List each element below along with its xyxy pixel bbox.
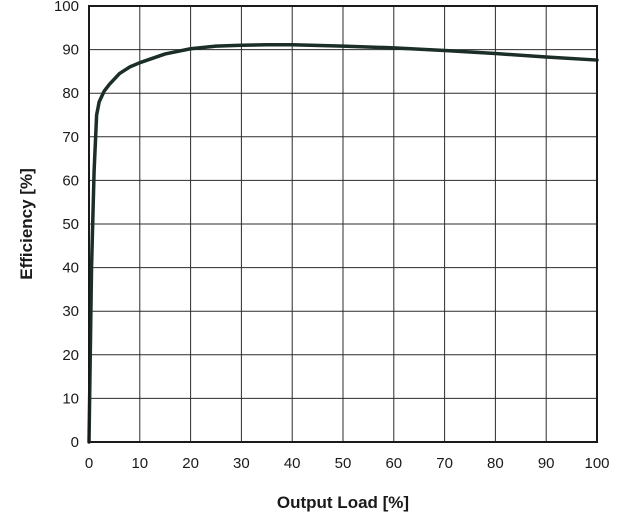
x-tick-label: 30 xyxy=(233,455,250,472)
y-tick-label: 30 xyxy=(62,303,79,320)
x-tick-label: 70 xyxy=(436,455,453,472)
y-tick-label: 20 xyxy=(62,347,79,364)
x-axis-ticks: 0 10 20 30 40 50 60 70 80 90 100 xyxy=(85,455,610,472)
x-tick-label: 80 xyxy=(487,455,504,472)
plot-frame xyxy=(88,5,598,443)
y-tick-label: 40 xyxy=(62,260,79,277)
x-axis-title: Output Load [%] xyxy=(277,493,409,512)
y-axis-title: Efficiency [%] xyxy=(17,168,36,279)
y-tick-label: 90 xyxy=(62,42,79,59)
grid xyxy=(88,5,598,443)
y-axis-ticks: 0 10 20 30 40 50 60 70 80 90 100 xyxy=(54,0,79,451)
y-tick-label: 10 xyxy=(62,390,79,407)
x-tick-label: 40 xyxy=(284,455,301,472)
series-group xyxy=(87,43,599,444)
x-tick-label: 90 xyxy=(538,455,555,472)
x-tick-label: 50 xyxy=(335,455,352,472)
y-tick-label: 0 xyxy=(71,434,79,451)
y-tick-label: 70 xyxy=(62,129,79,146)
y-tick-label: 50 xyxy=(62,216,79,233)
x-tick-label: 60 xyxy=(385,455,402,472)
y-tick-label: 60 xyxy=(62,172,79,189)
x-tick-label: 100 xyxy=(584,455,609,472)
x-tick-label: 0 xyxy=(85,455,93,472)
y-tick-label: 80 xyxy=(62,85,79,102)
y-tick-label: 100 xyxy=(54,0,79,15)
x-tick-label: 20 xyxy=(182,455,199,472)
x-tick-label: 10 xyxy=(131,455,148,472)
efficiency-curve xyxy=(87,43,599,444)
